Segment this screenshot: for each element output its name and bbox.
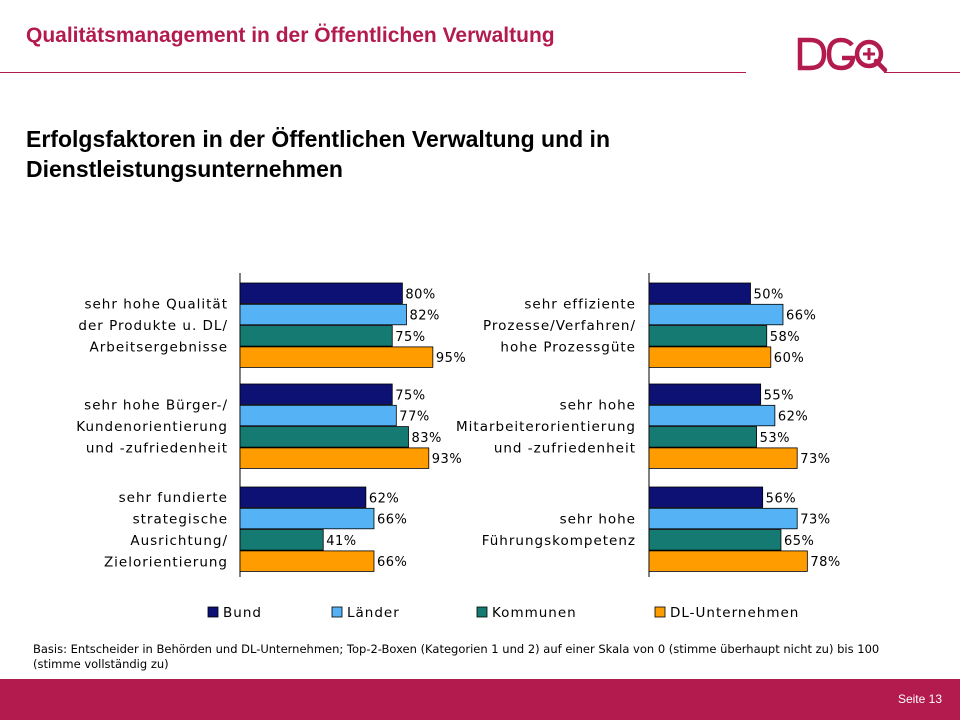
legend-swatch <box>654 606 666 618</box>
data-label: 78% <box>810 555 840 570</box>
legend-label: DL-Unternehmen <box>670 605 799 621</box>
bar <box>239 426 409 448</box>
data-label: 66% <box>377 555 407 570</box>
bar <box>239 383 393 405</box>
category-label: Mitarbeiterorientierung <box>456 419 636 435</box>
data-label: 73% <box>800 452 830 467</box>
bar <box>648 426 757 448</box>
bar <box>239 486 367 508</box>
category-label: Kundenorientierung <box>76 419 228 435</box>
category-label: sehr fundierte <box>119 490 228 506</box>
bar <box>648 486 764 508</box>
basis-note: Basis: Entscheider in Behörden und DL-Un… <box>33 642 880 671</box>
data-label: 56% <box>766 491 796 506</box>
page-number: Seite 13 <box>897 692 942 706</box>
data-label: 75% <box>395 330 425 345</box>
category-label: Arbeitsergebnisse <box>90 340 228 356</box>
data-label: 55% <box>764 388 794 403</box>
legend-swatch <box>207 606 219 618</box>
bar <box>648 447 798 469</box>
category-label: Ausrichtung/ <box>130 533 228 549</box>
bar <box>648 507 798 530</box>
bar <box>648 325 768 347</box>
footer-bar: Seite 13 <box>0 679 960 720</box>
header-rule-right <box>884 72 960 73</box>
data-label: 77% <box>399 410 429 425</box>
legend-label: Kommunen <box>492 605 577 621</box>
dgq-logo <box>797 37 888 73</box>
data-label: 53% <box>760 431 790 446</box>
category-label: und -zufriedenheit <box>86 441 228 457</box>
data-label: 66% <box>786 309 816 324</box>
data-label: 73% <box>800 513 830 528</box>
data-label: 41% <box>326 534 356 549</box>
bar <box>239 346 434 368</box>
category-label: sehr hohe Qualität <box>84 297 228 313</box>
bar <box>648 404 776 427</box>
data-label: 62% <box>369 491 399 506</box>
data-label: 95% <box>436 351 466 366</box>
bar <box>239 447 430 469</box>
legend-swatch <box>476 606 488 618</box>
data-label: 66% <box>377 513 407 528</box>
category-label: Führungskompetenz <box>482 533 636 549</box>
bar <box>648 346 772 368</box>
data-label: 83% <box>411 431 441 446</box>
legend-label: Bund <box>223 605 262 621</box>
header-title: Qualitätsmanagement in der Öffentlichen … <box>26 24 555 47</box>
bar <box>239 303 407 326</box>
category-label: Prozesse/Verfahren/ <box>483 318 636 334</box>
bar <box>239 325 393 347</box>
category-label: strategische <box>133 511 228 527</box>
bar <box>648 550 808 572</box>
category-label: und -zufriedenheit <box>494 441 636 457</box>
data-label: 65% <box>784 534 814 549</box>
category-label: sehr hohe <box>560 398 636 414</box>
category-label: hohe Prozessgüte <box>500 340 636 356</box>
data-label: 93% <box>432 452 462 467</box>
bar <box>648 303 784 326</box>
bar <box>239 550 375 572</box>
data-label: 80% <box>405 287 435 302</box>
slide-title: Erfolgsfaktoren in der Öffentlichen Verw… <box>26 126 610 182</box>
category-label: der Produkte u. DL/ <box>78 318 228 334</box>
data-label: 58% <box>770 330 800 345</box>
bar-chart: sehr hohe Qualität der Produkte u. DL/Arb… <box>76 273 840 621</box>
bar <box>648 383 762 405</box>
legend-swatch <box>331 606 343 618</box>
data-label: 50% <box>754 287 784 302</box>
data-label: 82% <box>409 309 439 324</box>
bar <box>648 529 782 551</box>
category-label: sehr effiziente <box>524 297 636 313</box>
data-label: 75% <box>395 388 425 403</box>
bar <box>239 507 375 530</box>
category-label: Zielorientierung <box>104 554 228 570</box>
data-label: 62% <box>778 410 808 425</box>
bar <box>239 282 403 304</box>
category-label: sehr hohe <box>560 511 636 527</box>
category-label: sehr hohe Bürger-/ <box>84 398 228 414</box>
bar <box>648 282 751 304</box>
header-rule-left <box>0 72 746 73</box>
bar <box>239 529 324 551</box>
bar <box>239 404 397 427</box>
legend-label: Länder <box>347 605 400 621</box>
data-label: 60% <box>774 351 804 366</box>
